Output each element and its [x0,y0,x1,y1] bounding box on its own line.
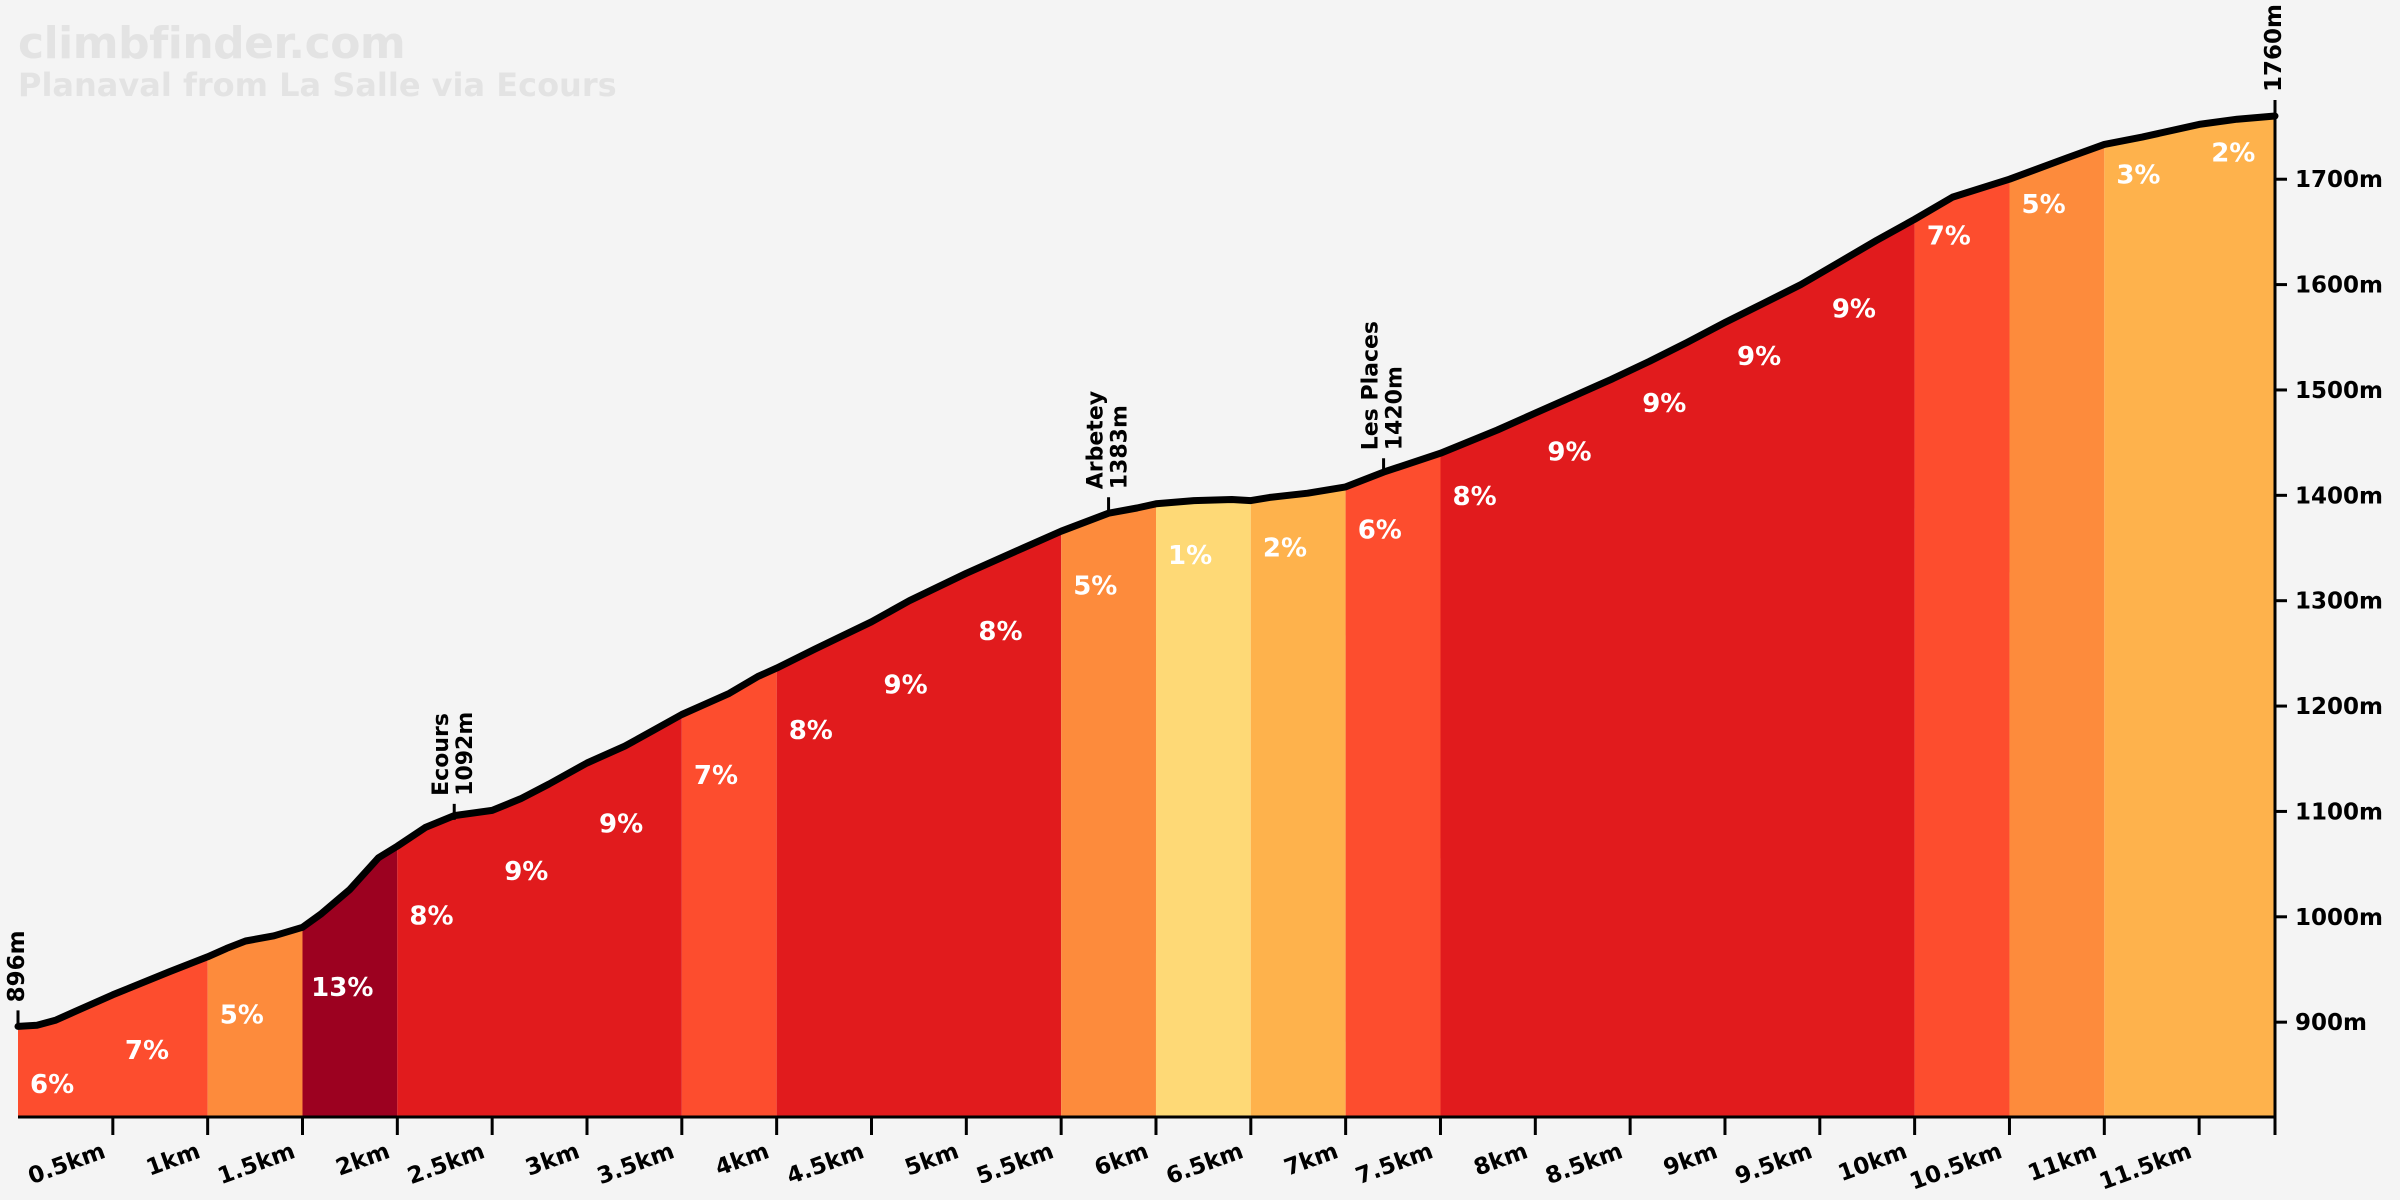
x-tick-label: 6.5km [1163,1138,1247,1190]
grade-label: 13% [311,973,373,1003]
y-tick-label: 1700m [2295,167,2383,193]
grade-label: 2% [1263,534,1307,564]
x-tick-label: 0.5km [25,1138,109,1190]
y-tick-label: 1600m [2295,273,2383,299]
x-tick-label: 7.5km [1352,1138,1436,1190]
grade-label: 7% [694,761,738,791]
grade-label: 9% [1737,342,1781,372]
waypoint-elevation: 1420m [1383,366,1408,450]
grade-label: 5% [220,1000,264,1030]
x-tick-label: 2.5km [404,1138,488,1190]
waypoint-name: Arbetey [1084,391,1109,489]
grade-segment-5 [681,668,777,1117]
grade-label: 7% [125,1036,169,1066]
grade-segment-7 [1061,503,1156,1117]
waypoints: 896m Ecours 1092m Arbetey 1383m Les Places 142… [4,4,2287,1027]
x-tick-label: 3.5km [594,1138,678,1190]
waypoint-elevation: 1760m [2261,4,2287,92]
x-tick-label: 8.5km [1542,1138,1626,1190]
x-tick-label: 9km [1660,1138,1721,1181]
y-tick-label: 1500m [2295,378,2383,404]
grade-label: 8% [409,901,453,931]
grade-label: 5% [2022,190,2066,220]
waypoint-elevation: 1092m [453,712,478,796]
waypoint-elevation: 1383m [1108,405,1133,489]
waypoint-name: Ecours [429,713,454,796]
grade-label: 9% [1642,389,1686,419]
x-tick-label: 5km [902,1138,963,1181]
grade-segment-6 [776,531,1062,1117]
x-tick-label: 11km [2024,1138,2100,1187]
grade-segment-9 [1250,486,1346,1117]
y-tick-label: 1300m [2295,589,2383,615]
grade-segment-8 [1155,499,1251,1117]
grade-label: 8% [1453,482,1497,512]
grade-label: 3% [2116,161,2160,191]
y-tick-label: 1400m [2295,483,2383,509]
grade-segment-2 [207,927,303,1117]
x-tick-label: 5.5km [973,1138,1057,1190]
grade-segment-11 [1440,219,1915,1118]
x-tick-label: 9.5km [1732,1138,1816,1190]
y-tick-label: 1000m [2295,905,2383,931]
x-tick-label: 8km [1471,1138,1532,1181]
x-tick-label: 10.5km [1906,1138,2005,1195]
profile-line [14,112,2279,1030]
x-tick-label: 6km [1091,1138,1152,1181]
y-tick-label: 1100m [2295,799,2383,825]
x-tick-label: 2km [333,1138,394,1181]
grade-label: 9% [1832,294,1876,324]
grade-segment-1 [18,956,208,1117]
grade-labels: 6% 7% 5% 13% 8% 9% 9% 7% 8% 9% 8% 5% 1% 2% 6% 8% 9% 9% 9% 9… [30,138,2255,1100]
grade-label: 6% [30,1070,74,1100]
grade-label: 9% [599,810,643,840]
x-tick-label: 4.5km [783,1138,867,1190]
grade-segment-10 [1345,453,1441,1117]
grade-segment-13 [2009,144,2105,1117]
x-tick-label: 10km [1835,1138,1911,1187]
grade-label: 2% [2211,138,2255,168]
grade-segment-12 [1914,179,2010,1117]
x-tick-label: 1.5km [214,1138,298,1190]
grade-label: 5% [1073,572,1117,602]
grade-label: 8% [978,617,1022,647]
grade-label: 6% [1358,516,1402,546]
chart-subtitle: Planaval from La Salle via Ecours [18,66,617,104]
y-tick-label: 1200m [2295,694,2383,720]
x-tick-label: 3km [522,1138,583,1181]
y-axis: 900m 1000m 1100m 1200m 1300m 1400m 1500m 1600m 1… [2273,106,2383,1135]
waypoint-elevation: 896m [4,930,30,1002]
x-axis: 0.5km 1km 1.5km 2km 2.5km 3km 3.5km 4km 4.5km 5km… [18,1115,2277,1195]
grade-label: 7% [1927,222,1971,252]
waypoint-name: Les Places [1359,321,1384,450]
grade-label: 9% [884,671,928,701]
grade-segment-14 [2104,116,2275,1117]
x-tick-label: 11.5km [2096,1138,2195,1195]
grade-label: 9% [1547,438,1591,468]
x-tick-label: 7km [1281,1138,1342,1181]
grade-segments [18,116,2275,1118]
y-tick-label: 900m [2295,1010,2367,1036]
x-tick-label: 4km [712,1138,773,1181]
grade-label: 1% [1168,541,1212,571]
brand-logo-text: climbfinder.com [18,18,406,69]
grade-label: 8% [789,716,833,746]
grade-label: 9% [504,857,548,887]
x-tick-label: 1km [143,1138,204,1181]
